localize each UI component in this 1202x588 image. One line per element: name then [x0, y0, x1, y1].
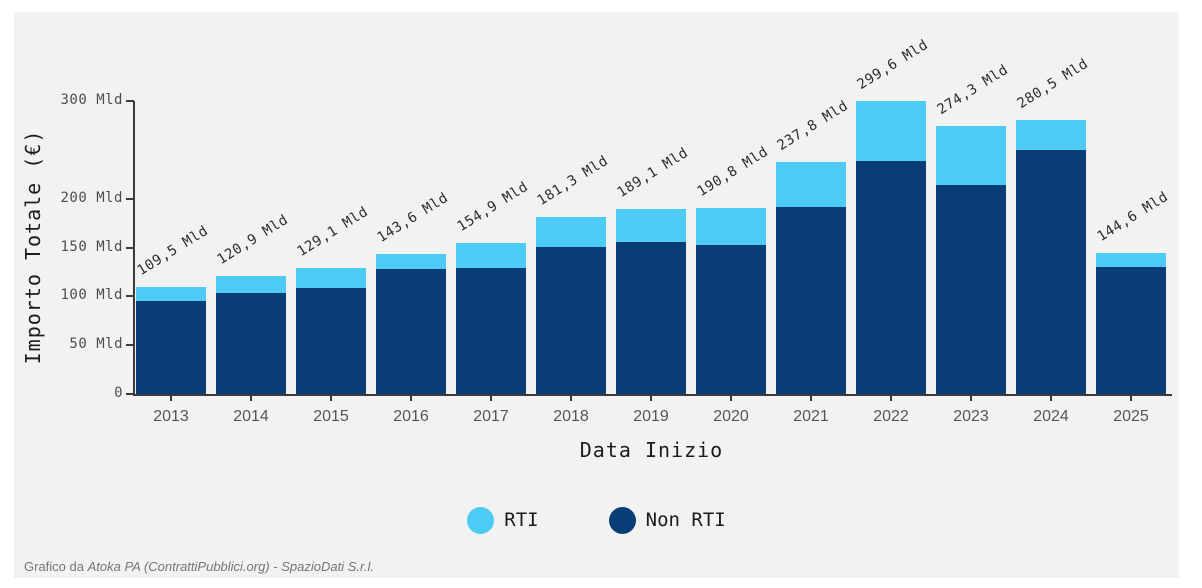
bar-segment-non-rti-2015[interactable] [296, 287, 366, 394]
bar-total-label-2025: 144,6 Mld [1094, 188, 1172, 245]
bar-total-label-2019: 189,1 Mld [614, 145, 692, 202]
bar-segment-rti-2023[interactable] [936, 126, 1006, 185]
x-tick-label-2023: 2023 [953, 408, 989, 425]
legend-label: RTI [504, 509, 539, 531]
bar-segment-rti-2016[interactable] [376, 253, 446, 270]
bar-total-label-2016: 143,6 Mld [374, 189, 452, 246]
x-tick-mark [490, 394, 492, 401]
x-tick-label-2019: 2019 [633, 408, 669, 425]
x-tick-mark [410, 394, 412, 401]
x-tick-label-2014: 2014 [233, 408, 269, 425]
bar-total-label-2018: 181,3 Mld [534, 152, 612, 209]
bar-segment-rti-2020[interactable] [696, 207, 766, 246]
bar-segment-rti-2022[interactable] [856, 101, 926, 161]
bar-group-2013 [136, 287, 206, 394]
x-tick-mark [250, 394, 252, 401]
bar-group-2019 [616, 209, 686, 394]
x-tick-mark [1050, 394, 1052, 401]
y-tick-mark [126, 246, 134, 249]
bar-group-2017 [456, 242, 526, 394]
bar-group-2015 [296, 267, 366, 394]
y-tick-mark [126, 295, 134, 298]
bar-segment-rti-2014[interactable] [216, 275, 286, 294]
x-tick-mark [810, 394, 812, 401]
bar-segment-rti-2021[interactable] [776, 161, 846, 208]
x-tick-label-2024: 2024 [1033, 408, 1069, 425]
bar-group-2014 [216, 275, 286, 394]
x-tick-label-2016: 2016 [393, 408, 429, 425]
footer-credit-text: Atoka PA (ContrattiPubblici.org) - Spazi… [87, 559, 374, 574]
y-tick-label: 200 Mld [60, 189, 123, 206]
x-tick-label-2018: 2018 [553, 408, 589, 425]
bar-total-label-2017: 154,9 Mld [454, 178, 532, 235]
legend-swatch-icon [467, 506, 495, 534]
bar-segment-rti-2024[interactable] [1016, 120, 1086, 151]
y-tick-mark [126, 197, 134, 200]
x-tick-mark [650, 394, 652, 401]
x-tick-mark [570, 394, 572, 401]
x-tick-mark [730, 394, 732, 401]
x-tick-mark [890, 394, 892, 401]
x-tick-label-2020: 2020 [713, 408, 749, 425]
bar-segment-rti-2025[interactable] [1096, 252, 1166, 268]
y-tick-label: 150 Mld [60, 238, 123, 255]
x-tick-mark [330, 394, 332, 401]
bar-group-2020 [696, 207, 766, 394]
bar-group-2021 [776, 161, 846, 394]
bar-total-label-2020: 190,8 Mld [694, 143, 772, 200]
y-tick-mark [126, 100, 134, 102]
x-tick-mark [970, 394, 972, 401]
x-tick-label-2017: 2017 [473, 408, 509, 425]
bar-segment-rti-2018[interactable] [536, 216, 606, 247]
legend-swatch-icon [608, 506, 636, 534]
y-tick-label: 100 Mld [60, 287, 123, 304]
bar-group-2025 [1096, 252, 1166, 394]
bar-segment-rti-2013[interactable] [136, 287, 206, 302]
bar-segment-non-rti-2023[interactable] [936, 184, 1006, 394]
footer-credit: Grafico da Atoka PA (ContrattiPubblici.o… [24, 559, 374, 574]
bar-segment-non-rti-2020[interactable] [696, 245, 766, 394]
bar-total-label-2014: 120,9 Mld [214, 211, 292, 268]
y-tick-label: 300 Mld [60, 92, 123, 108]
legend-label: Non RTI [645, 509, 726, 531]
x-axis-title: Data Inizio [579, 438, 724, 462]
x-tick-mark [1130, 394, 1132, 401]
bar-group-2016 [376, 253, 446, 394]
bar-segment-non-rti-2022[interactable] [856, 160, 926, 394]
bar-segment-non-rti-2013[interactable] [136, 301, 206, 394]
x-tick-label-2025: 2025 [1113, 408, 1149, 425]
y-tick-label: 50 Mld [69, 336, 123, 353]
bar-segment-rti-2017[interactable] [456, 242, 526, 268]
bar-segment-rti-2019[interactable] [616, 209, 686, 243]
x-tick-label-2021: 2021 [793, 408, 829, 425]
bar-segment-non-rti-2016[interactable] [376, 269, 446, 394]
y-tick-label: 0 [114, 385, 123, 401]
x-tick-label-2015: 2015 [313, 408, 349, 425]
bar-group-2024 [1016, 120, 1086, 394]
bar-segment-non-rti-2017[interactable] [456, 267, 526, 394]
y-tick-mark [126, 393, 134, 395]
bar-group-2022 [856, 101, 926, 394]
legend-item-non-rti[interactable]: Non RTI [608, 506, 726, 534]
bar-total-label-2015: 129,1 Mld [294, 203, 372, 260]
bar-segment-non-rti-2024[interactable] [1016, 150, 1086, 394]
y-tick-mark [126, 344, 134, 347]
bar-group-2018 [536, 216, 606, 394]
bar-segment-non-rti-2014[interactable] [216, 293, 286, 394]
bar-segment-non-rti-2019[interactable] [616, 242, 686, 394]
legend-item-rti[interactable]: RTI [467, 506, 539, 534]
x-tick-label-2013: 2013 [153, 408, 189, 425]
bar-segment-non-rti-2021[interactable] [776, 207, 846, 394]
bar-total-label-2013: 109,5 Mld [134, 222, 212, 280]
x-tick-label-2022: 2022 [873, 408, 909, 425]
bar-segment-non-rti-2018[interactable] [536, 246, 606, 394]
bar-segment-rti-2015[interactable] [296, 267, 366, 288]
bar-segment-non-rti-2025[interactable] [1096, 267, 1166, 394]
footer-prefix: Grafico da [24, 559, 88, 574]
legend: RTI Non RTI [14, 503, 1179, 537]
x-tick-mark [170, 394, 172, 401]
bar-total-label-2021: 237,8 Mld [774, 97, 852, 154]
bar-group-2023 [936, 126, 1006, 394]
plot-area: 0 50 Mld 100 Mld 150 Mld 200 Mld 300 Mld 2013 1… [60, 37, 1172, 425]
